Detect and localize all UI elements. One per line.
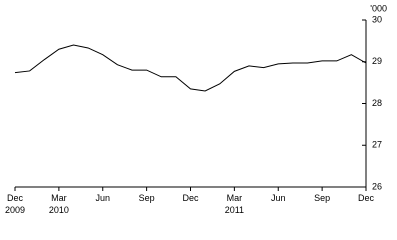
x-tick-label: Mar <box>51 193 67 203</box>
y-tick-label: 29 <box>372 56 382 66</box>
x-tick-label: Dec <box>7 193 24 203</box>
x-year-label: 2009 <box>5 205 25 215</box>
x-tick-label: Dec <box>358 193 375 203</box>
x-tick-label: Jun <box>95 193 110 203</box>
x-tick-label: Jun <box>271 193 286 203</box>
x-tick-label: Mar <box>227 193 243 203</box>
y-tick-label: 26 <box>372 181 382 191</box>
chart: '000 26 27 28 29 30 Dec 2009 Mar 2010 Jun Sep Dec Ma… <box>5 3 387 215</box>
y-tick-label: 27 <box>372 140 382 150</box>
y-tick-label: 28 <box>372 98 382 108</box>
x-tick-label: Dec <box>182 193 199 203</box>
x-tick-label: Sep <box>314 193 330 203</box>
x-year-label: 2010 <box>49 205 69 215</box>
x-year-label: 2011 <box>225 205 244 215</box>
series-line <box>14 44 367 92</box>
y-tick-label: 30 <box>372 14 382 24</box>
x-tick-label: Sep <box>139 193 155 203</box>
y-unit: '000 <box>370 3 387 13</box>
